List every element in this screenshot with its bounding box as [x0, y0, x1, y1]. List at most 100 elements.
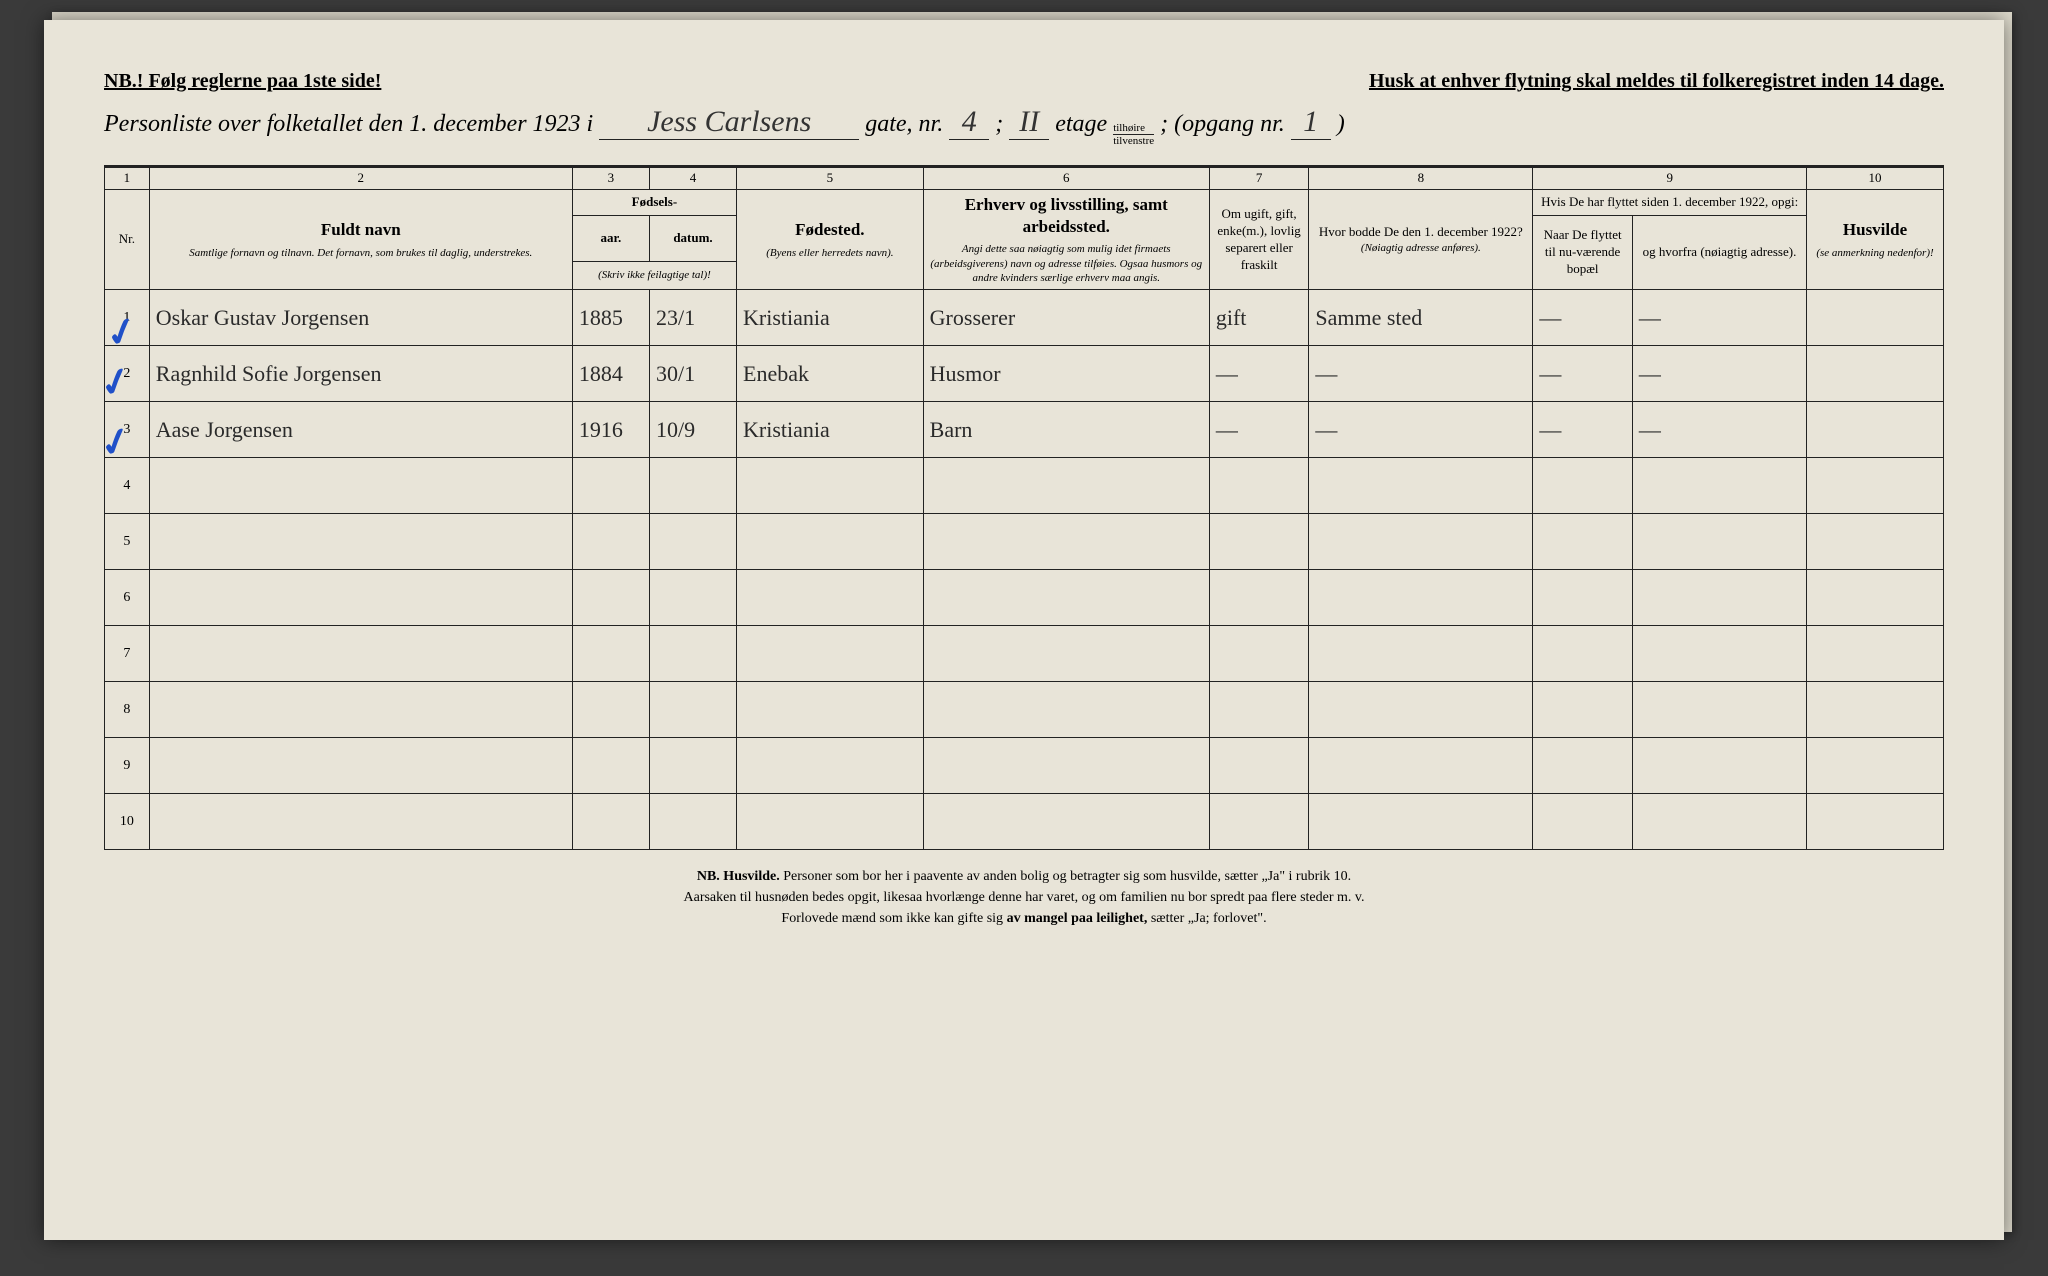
hdr-1922: Hvor bodde De den 1. december 1922? (Nøi…	[1309, 190, 1533, 290]
census-table: 1 2 3 4 5 6 7 8 9 10 Nr. Fuldt navn Samt…	[104, 165, 1944, 850]
cell-husvilde	[1807, 402, 1944, 458]
cell-occupation	[923, 738, 1209, 794]
hdr-name: Fuldt navn Samtlige fornavn og tilnavn. …	[149, 190, 572, 290]
cell-name	[149, 626, 572, 682]
hdr-flyttet: Hvis De har flyttet siden 1. december 19…	[1533, 190, 1807, 216]
cell-marital: gift	[1209, 290, 1309, 346]
cell-husvilde	[1807, 346, 1944, 402]
cell-marital: —	[1209, 346, 1309, 402]
colnum: 7	[1209, 167, 1309, 190]
hdr-erhverv: Erhverv og livsstilling, samt arbeidsste…	[923, 190, 1209, 290]
cell-wherefrom	[1632, 738, 1806, 794]
cell-year	[572, 458, 649, 514]
cell-wherefrom	[1632, 682, 1806, 738]
table-row: 10	[105, 794, 1944, 850]
cell-wherefrom	[1632, 514, 1806, 570]
cell-marital: —	[1209, 402, 1309, 458]
cell-1922	[1309, 794, 1533, 850]
footnote: NB. Husvilde. Personer som bor her i paa…	[104, 866, 1944, 929]
table-row: 4	[105, 458, 1944, 514]
table-row: 5	[105, 514, 1944, 570]
cell-occupation: Husmor	[923, 346, 1209, 402]
cell-birthplace	[737, 682, 924, 738]
cell-date: 23/1	[649, 290, 736, 346]
cell-year	[572, 738, 649, 794]
header-row-main: Nr. Fuldt navn Samtlige fornavn og tilna…	[105, 190, 1944, 216]
cell-marital	[1209, 458, 1309, 514]
gate-number-field: 4	[949, 105, 989, 140]
hdr-marital: Om ugift, gift, enke(m.), lovlig separer…	[1209, 190, 1309, 290]
column-number-row: 1 2 3 4 5 6 7 8 9 10	[105, 167, 1944, 190]
husk-reminder-label: Husk at enhver flytning skal meldes til …	[1369, 70, 1944, 93]
cell-occupation	[923, 458, 1209, 514]
cell-year	[572, 682, 649, 738]
semicolon: ;	[995, 111, 1003, 138]
row-number: 6	[105, 570, 150, 626]
cell-1922	[1309, 514, 1533, 570]
cell-date	[649, 682, 736, 738]
cell-wherefrom	[1632, 794, 1806, 850]
cell-date	[649, 626, 736, 682]
cell-1922	[1309, 458, 1533, 514]
footnote-line3b: av mangel paa leilighet,	[1007, 911, 1148, 926]
colnum: 5	[737, 167, 924, 190]
cell-name: Aase Jorgensen	[149, 402, 572, 458]
hdr-aar: aar.	[572, 215, 649, 261]
etage-number-field: II	[1009, 105, 1049, 140]
form-title-line: Personliste over folketallet den 1. dece…	[104, 105, 1944, 147]
cell-marital	[1209, 570, 1309, 626]
row-number: 9	[105, 738, 150, 794]
cell-1922	[1309, 626, 1533, 682]
gate-label: gate, nr.	[865, 111, 943, 138]
cell-date	[649, 794, 736, 850]
colnum: 3	[572, 167, 649, 190]
cell-occupation: Grosserer	[923, 290, 1209, 346]
footnote-line2: Aarsaken til husnøden bedes opgit, likes…	[684, 890, 1365, 905]
table-row: 2Ragnhild Sofie Jorgensen188430/1EnebakH…	[105, 346, 1944, 402]
hdr-fodsels: Fødsels-	[572, 190, 736, 216]
hdr-nr: Nr.	[105, 190, 150, 290]
colnum: 10	[1807, 167, 1944, 190]
cell-husvilde	[1807, 682, 1944, 738]
cell-birthplace: Kristiania	[737, 290, 924, 346]
cell-when: —	[1533, 402, 1633, 458]
cell-when	[1533, 738, 1633, 794]
cell-year: 1916	[572, 402, 649, 458]
cell-year	[572, 514, 649, 570]
table-row: 7	[105, 626, 1944, 682]
cell-occupation: Barn	[923, 402, 1209, 458]
cell-wherefrom	[1632, 626, 1806, 682]
cell-when	[1533, 514, 1633, 570]
footnote-line1: Personer som bor her i paavente av anden…	[783, 869, 1351, 884]
cell-year: 1884	[572, 346, 649, 402]
cell-marital	[1209, 514, 1309, 570]
cell-when	[1533, 626, 1633, 682]
cell-occupation	[923, 682, 1209, 738]
cell-husvilde	[1807, 626, 1944, 682]
cell-1922: —	[1309, 402, 1533, 458]
hdr-fodested: Fødested. (Byens eller herredets navn).	[737, 190, 924, 290]
hdr-hvorfra: og hvorfra (nøiagtig adresse).	[1632, 215, 1806, 289]
opgang-label: ; (opgang nr.	[1160, 111, 1285, 138]
cell-occupation	[923, 514, 1209, 570]
row-number: 10	[105, 794, 150, 850]
cell-1922	[1309, 570, 1533, 626]
cell-birthplace	[737, 738, 924, 794]
cell-name	[149, 738, 572, 794]
colnum: 9	[1533, 167, 1807, 190]
cell-occupation	[923, 794, 1209, 850]
cell-name	[149, 570, 572, 626]
footnote-nb: NB. Husvilde.	[697, 869, 780, 884]
cell-name: Oskar Gustav Jorgensen	[149, 290, 572, 346]
cell-marital	[1209, 738, 1309, 794]
colnum: 2	[149, 167, 572, 190]
row-number: 5	[105, 514, 150, 570]
opgang-close: )	[1337, 111, 1345, 138]
cell-name: Ragnhild Sofie Jorgensen	[149, 346, 572, 402]
cell-birthplace	[737, 794, 924, 850]
cell-1922: Samme sted	[1309, 290, 1533, 346]
cell-name	[149, 794, 572, 850]
header-instructions: NB.! Følg reglerne paa 1ste side! Husk a…	[104, 70, 1944, 93]
hdr-fodsels-sub: (Skriv ikke feilagtige tal)!	[572, 261, 736, 289]
table-body: 1Oskar Gustav Jorgensen188523/1Kristiani…	[105, 290, 1944, 850]
